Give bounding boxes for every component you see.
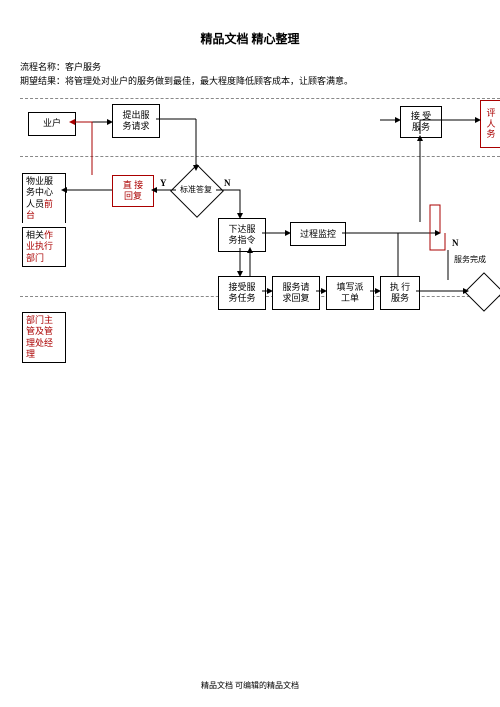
- expected-value: 将管理处对业户的服务做到最佳，最大程度降低顾客成本，让顾客满意。: [65, 76, 353, 86]
- swim-related-dept-l1: 相关: [26, 230, 44, 240]
- node-accept-task: 接受服务任务: [218, 276, 266, 310]
- node-issue: 下达服务指令: [218, 218, 266, 252]
- node-reply: 直 接回复: [112, 175, 154, 207]
- page-footer: 精品文档 可编辑的精品文档: [0, 680, 500, 691]
- expected-line: 期望结果：将管理处对业户的服务做到最佳，最大程度降低顾客成本，让顾客满意。: [20, 76, 353, 88]
- page-title: 精品文档 精心整理: [0, 30, 500, 47]
- node-accept-service: 接 受服务: [400, 106, 442, 138]
- label-service-done: 服务完成: [454, 254, 486, 265]
- node-fill-order: 填写派工单: [326, 276, 374, 310]
- node-reply-req: 服务请求回复: [272, 276, 320, 310]
- process-name-value: 客户服务: [65, 62, 101, 72]
- node-decision1: 标准答复: [178, 172, 214, 208]
- process-name-label: 流程名称：: [20, 62, 65, 72]
- node-monitor: 过程监控: [290, 222, 346, 246]
- label-N: N: [224, 178, 231, 188]
- decision1-label: 标准答复: [178, 172, 214, 208]
- label-N2: N: [452, 238, 459, 248]
- node-decision2: [470, 278, 496, 304]
- swim-service-center: 物业服务中心人员前台: [22, 173, 66, 223]
- swimlane-dash-2: [20, 156, 500, 157]
- swimlane-dash-1: [20, 98, 500, 99]
- swim-related-dept: 相关作业执行部门: [22, 227, 66, 267]
- label-Y: Y: [160, 178, 167, 188]
- node-review-cut: 评人务: [480, 100, 500, 148]
- swim-manager: 部门主管及管理处经理: [22, 312, 66, 363]
- process-name-line: 流程名称：客户服务: [20, 62, 101, 74]
- node-request: 提出服务请求: [112, 104, 160, 138]
- node-execute: 执 行服务: [380, 276, 420, 310]
- expected-label: 期望结果：: [20, 76, 65, 86]
- swim-owner: 业户: [28, 112, 76, 136]
